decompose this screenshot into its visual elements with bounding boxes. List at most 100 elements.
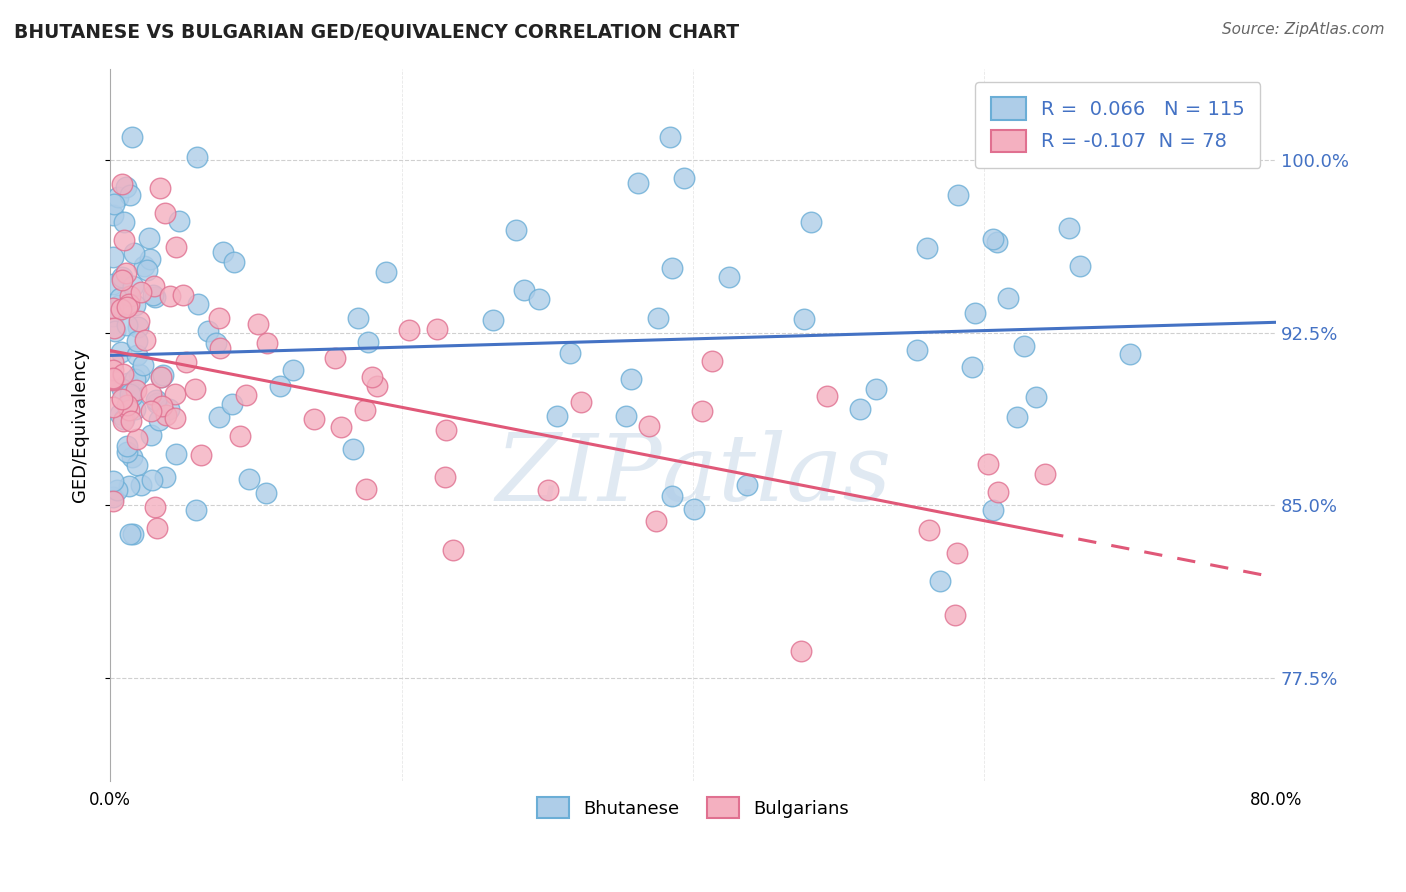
Point (101, 373, 124, 387)
Point (627, 176, 650, 190)
Point (141, 473, 163, 487)
Point (125, 383, 148, 397)
Point (946, 187, 969, 202)
Point (977, 457, 1000, 471)
Point (132, 259, 155, 273)
Point (101, 400, 124, 414)
Point (1012, 339, 1035, 353)
Point (302, 412, 325, 426)
Point (238, 472, 260, 486)
Point (111, 178, 134, 192)
Point (434, 470, 457, 484)
Point (111, 272, 134, 286)
Point (374, 264, 396, 278)
Point (398, 323, 420, 337)
Point (1005, 409, 1028, 424)
Point (1069, 260, 1091, 274)
Point (960, 359, 983, 374)
Point (112, 215, 135, 229)
Point (208, 410, 231, 425)
Point (186, 150, 208, 164)
Point (148, 413, 170, 427)
Point (124, 372, 146, 386)
Point (208, 342, 231, 356)
Point (125, 348, 148, 362)
Point (118, 296, 141, 310)
Point (683, 502, 706, 516)
Point (122, 245, 145, 260)
Point (128, 314, 150, 328)
Point (120, 289, 142, 303)
Point (120, 384, 142, 399)
Point (146, 396, 169, 410)
Point (790, 644, 813, 658)
Point (342, 442, 364, 456)
Point (981, 503, 1004, 517)
Point (481, 313, 503, 327)
Point (204, 336, 226, 351)
Point (965, 306, 987, 320)
Point (323, 351, 346, 365)
Point (139, 386, 162, 401)
Point (112, 233, 135, 247)
Point (127, 319, 149, 334)
Point (157, 402, 180, 417)
Point (153, 206, 176, 220)
Point (143, 500, 166, 514)
Point (101, 277, 124, 291)
Point (107, 190, 129, 204)
Point (505, 222, 527, 236)
Point (558, 346, 581, 360)
Point (101, 209, 124, 223)
Point (1119, 347, 1142, 361)
Point (222, 255, 245, 269)
Point (546, 409, 568, 423)
Point (793, 311, 815, 326)
Point (101, 372, 124, 386)
Point (184, 382, 207, 396)
Point (1033, 467, 1056, 482)
Point (815, 389, 838, 403)
Point (905, 343, 928, 357)
Point (658, 130, 681, 145)
Point (121, 450, 143, 464)
Point (110, 301, 132, 316)
Point (347, 311, 370, 326)
Point (115, 445, 138, 459)
Point (426, 322, 449, 336)
Point (108, 298, 131, 312)
Point (138, 231, 160, 245)
Point (122, 278, 145, 293)
Point (135, 263, 157, 277)
Point (186, 503, 208, 517)
Point (283, 363, 305, 377)
Point (115, 300, 138, 314)
Point (143, 290, 166, 304)
Point (101, 354, 124, 368)
Point (118, 402, 141, 417)
Point (172, 288, 194, 302)
Point (441, 543, 464, 558)
Y-axis label: GED/Equivalency: GED/Equivalency (72, 348, 89, 502)
Point (187, 297, 209, 311)
Point (700, 354, 723, 368)
Point (986, 235, 1008, 249)
Point (111, 270, 134, 285)
Point (673, 170, 696, 185)
Point (229, 428, 252, 442)
Point (118, 188, 141, 202)
Point (111, 392, 134, 406)
Point (142, 288, 165, 302)
Point (124, 401, 146, 416)
Point (101, 310, 124, 324)
Point (149, 180, 172, 194)
Point (101, 363, 124, 377)
Point (915, 241, 938, 255)
Point (145, 393, 167, 408)
Point (929, 574, 952, 588)
Point (101, 251, 124, 265)
Point (946, 546, 969, 560)
Point (569, 395, 592, 409)
Point (357, 334, 380, 349)
Point (737, 477, 759, 491)
